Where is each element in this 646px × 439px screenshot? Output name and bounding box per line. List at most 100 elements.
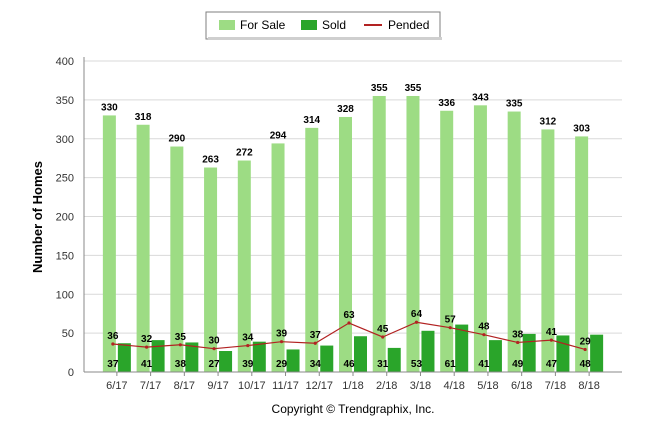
bar-sold [354, 336, 367, 372]
label-for-sale: 263 [202, 155, 219, 166]
label-pended: 39 [276, 329, 288, 340]
label-pended: 63 [343, 310, 355, 321]
x-tick-label: 6/17 [106, 380, 127, 392]
y-tick-label: 250 [56, 173, 74, 185]
legend-swatch-sold [301, 20, 317, 30]
x-tick-label: 3/18 [410, 380, 431, 392]
label-pended: 48 [478, 322, 490, 333]
x-tick-label: 9/17 [207, 380, 228, 392]
bar-sold [488, 340, 502, 372]
bar-for-sale [136, 124, 150, 372]
label-for-sale: 314 [303, 115, 320, 126]
label-sold: 47 [546, 359, 558, 370]
point-pended [212, 347, 216, 351]
bar-for-sale [406, 95, 420, 373]
label-pended: 30 [209, 336, 221, 347]
bar-sold [185, 342, 199, 372]
y-tick-label: 400 [56, 56, 74, 68]
point-pended [279, 340, 284, 344]
label-sold: 41 [141, 359, 153, 370]
bar-sold [387, 347, 401, 372]
x-tick-label: 8/18 [578, 380, 599, 392]
label-pended: 37 [310, 330, 322, 341]
point-pended [516, 340, 520, 345]
label-sold: 31 [377, 359, 389, 370]
label-for-sale: 330 [101, 102, 118, 113]
bar-for-sale [271, 143, 285, 372]
label-for-sale: 355 [405, 83, 422, 94]
bar-sold [522, 333, 536, 372]
legend-label-for-sale: For Sale [240, 18, 286, 32]
label-for-sale: 272 [236, 148, 253, 159]
x-tick-label: 5/18 [477, 380, 498, 392]
legend-swatch-for-sale [219, 20, 235, 30]
bar-for-sale [541, 129, 555, 372]
label-for-sale: 294 [270, 130, 287, 141]
x-tick-label: 11/17 [272, 380, 299, 392]
label-for-sale: 318 [135, 112, 152, 123]
label-sold: 34 [310, 359, 322, 370]
bar-sold [556, 335, 570, 372]
bar-sold [219, 351, 233, 372]
legend-box [205, 11, 441, 40]
bar-for-sale [237, 160, 251, 372]
point-pended [482, 333, 486, 337]
bar-for-sale [102, 115, 116, 373]
point-pended [178, 343, 182, 347]
point-pended [381, 335, 385, 339]
label-sold: 46 [343, 359, 355, 370]
label-for-sale: 328 [337, 104, 354, 115]
label-for-sale: 343 [472, 92, 489, 103]
point-pended [549, 338, 554, 342]
x-tick-label: 2/18 [376, 380, 397, 392]
label-sold: 41 [478, 359, 490, 370]
bar-sold [421, 330, 435, 372]
label-for-sale: 336 [438, 98, 455, 109]
x-tick-label: 4/18 [443, 380, 464, 392]
label-for-sale: 355 [371, 83, 388, 94]
point-pended [111, 342, 115, 346]
x-tick-label: 6/18 [511, 380, 532, 392]
x-tick-label: 7/17 [140, 380, 161, 392]
label-sold: 27 [209, 359, 221, 370]
label-sold: 48 [580, 359, 592, 370]
point-pended [313, 341, 317, 345]
bar-sold [590, 334, 604, 372]
label-pended: 64 [411, 309, 423, 320]
bar-sold [320, 345, 334, 372]
bar-for-sale [507, 111, 521, 372]
y-tick-label: 200 [56, 212, 74, 224]
bar-sold [151, 340, 165, 372]
label-for-sale: 303 [573, 123, 590, 134]
legend-shadow [208, 37, 442, 40]
label-pended: 35 [175, 332, 187, 343]
label-pended: 34 [242, 333, 254, 344]
label-sold: 29 [276, 359, 288, 370]
bar-for-sale [473, 105, 487, 372]
legend: For Sale Sold Pended [205, 11, 442, 40]
y-axis-label: Number of Homes [30, 161, 45, 273]
label-sold: 53 [411, 359, 423, 370]
y-tick-label: 350 [56, 95, 74, 107]
copyright-footer: Copyright © Trendgraphix, Inc. [272, 402, 435, 416]
x-tick-label: 7/18 [545, 380, 566, 392]
point-pended [246, 343, 250, 348]
label-pended: 29 [580, 336, 592, 347]
label-sold: 37 [107, 359, 119, 370]
y-tick-label: 150 [56, 250, 74, 262]
label-pended: 57 [445, 315, 457, 326]
y-tick-label: 300 [56, 134, 74, 146]
label-sold: 61 [445, 359, 457, 370]
point-pended [347, 321, 351, 325]
label-pended: 32 [141, 334, 153, 345]
bar-sold [286, 349, 300, 372]
bar-sold [117, 343, 131, 372]
bar-sold [252, 341, 266, 372]
legend-label-sold: Sold [322, 18, 346, 32]
legend-label-pended: Pended [388, 18, 429, 32]
bar-for-sale [372, 95, 386, 373]
x-tick-label: 8/17 [174, 380, 195, 392]
label-pended: 36 [107, 331, 119, 342]
